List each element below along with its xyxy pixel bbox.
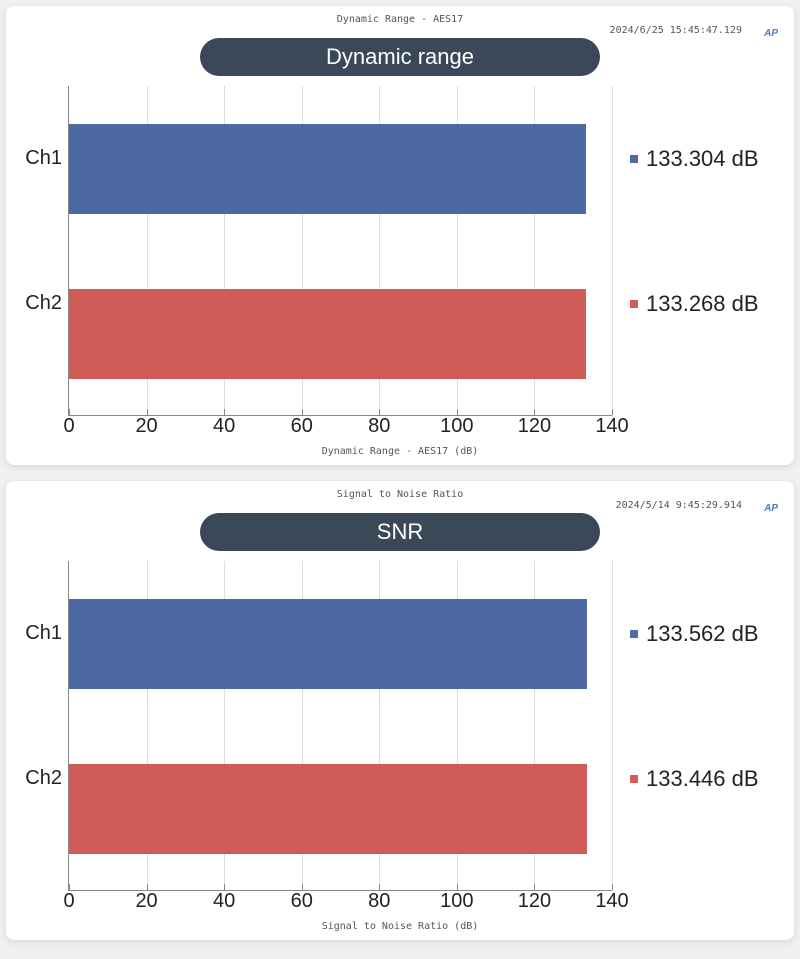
x-tick-label: 20 xyxy=(127,415,167,438)
x-tick-label: 60 xyxy=(282,890,322,913)
chart-body: Ch1 Ch2020406080100120140 133.562 dB 133.44… xyxy=(18,561,782,891)
series-marker-icon xyxy=(630,300,638,308)
ap-logo-icon: AP xyxy=(764,28,778,39)
x-tick-label: 40 xyxy=(204,890,244,913)
x-tick-label: 100 xyxy=(437,890,477,913)
chart-title: Dynamic range xyxy=(200,38,600,76)
ap-logo-icon: AP xyxy=(764,503,778,514)
y-axis-label: Ch1 xyxy=(18,622,68,645)
x-tick-label: 0 xyxy=(49,890,89,913)
value-text: 133.304 dB xyxy=(646,146,759,172)
panel-timestamp: 2024/6/25 15:45:47.129 xyxy=(18,25,742,36)
x-tick-label: 120 xyxy=(514,890,554,913)
panel-header-text: Dynamic Range - AES17 xyxy=(18,14,782,25)
plot-area: 020406080100120140 xyxy=(68,561,612,891)
x-tick-label: 80 xyxy=(359,890,399,913)
bar xyxy=(69,764,587,854)
series-marker-icon xyxy=(630,630,638,638)
bar xyxy=(69,124,586,214)
grid-line xyxy=(612,86,613,415)
value-label: 133.268 dB xyxy=(630,291,782,317)
x-tick-label: 80 xyxy=(359,415,399,438)
chart-title: SNR xyxy=(200,513,600,551)
x-tick-label: 140 xyxy=(592,890,632,913)
x-axis-ticks: 020406080100120140 xyxy=(69,415,612,443)
bar xyxy=(69,289,586,379)
x-tick-label: 100 xyxy=(437,415,477,438)
bar xyxy=(69,599,587,689)
value-labels: 133.562 dB 133.446 dB xyxy=(612,561,782,891)
x-tick-label: 40 xyxy=(204,415,244,438)
y-axis-labels: Ch1 Ch2 xyxy=(18,86,68,416)
chart-panel: Dynamic Range - AES172024/6/25 15:45:47.… xyxy=(6,6,794,465)
value-label: 133.304 dB xyxy=(630,146,782,172)
grid-line xyxy=(612,561,613,890)
chart-body: Ch1 Ch2020406080100120140 133.304 dB 133.26… xyxy=(18,86,782,416)
y-axis-label: Ch2 xyxy=(18,767,68,790)
series-marker-icon xyxy=(630,155,638,163)
x-tick-label: 0 xyxy=(49,415,89,438)
panel-timestamp: 2024/5/14 9:45:29.914 xyxy=(18,500,742,511)
panel-header-text: Signal to Noise Ratio xyxy=(18,489,782,500)
x-axis-title: Signal to Noise Ratio (dB) xyxy=(18,921,782,932)
chart-panel: Signal to Noise Ratio2024/5/14 9:45:29.9… xyxy=(6,481,794,940)
x-tick-label: 60 xyxy=(282,415,322,438)
y-axis-label: Ch1 xyxy=(18,147,68,170)
value-labels: 133.304 dB 133.268 dB xyxy=(612,86,782,416)
value-label: 133.446 dB xyxy=(630,766,782,792)
x-tick-label: 140 xyxy=(592,415,632,438)
x-axis-title: Dynamic Range - AES17 (dB) xyxy=(18,446,782,457)
x-tick-label: 20 xyxy=(127,890,167,913)
value-text: 133.268 dB xyxy=(646,291,759,317)
y-axis-labels: Ch1 Ch2 xyxy=(18,561,68,891)
x-axis-ticks: 020406080100120140 xyxy=(69,890,612,918)
plot-area: 020406080100120140 xyxy=(68,86,612,416)
value-text: 133.446 dB xyxy=(646,766,759,792)
value-text: 133.562 dB xyxy=(646,621,759,647)
x-tick-label: 120 xyxy=(514,415,554,438)
y-axis-label: Ch2 xyxy=(18,292,68,315)
series-marker-icon xyxy=(630,775,638,783)
value-label: 133.562 dB xyxy=(630,621,782,647)
